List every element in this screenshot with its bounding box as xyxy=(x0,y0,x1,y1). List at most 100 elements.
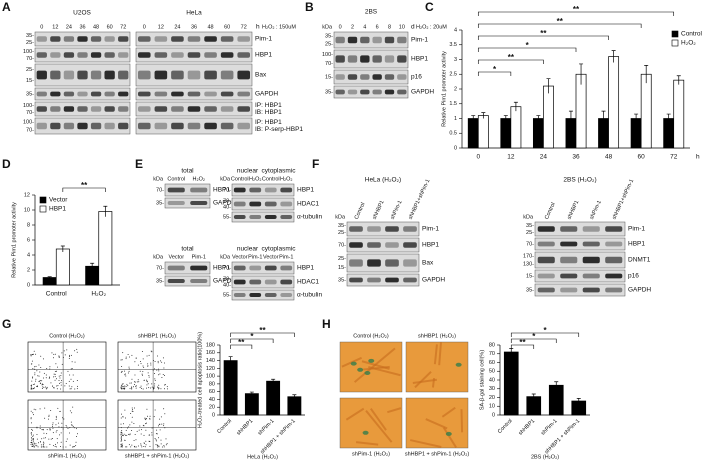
band xyxy=(90,122,102,130)
cell-streak xyxy=(460,409,464,433)
event-dot xyxy=(62,356,64,358)
blot-header: HeLa (H₂O₂) xyxy=(365,177,401,184)
band xyxy=(90,52,102,58)
band xyxy=(190,187,208,193)
event-dot xyxy=(32,443,34,445)
event-dot xyxy=(149,418,151,420)
y-tick-label: 2.5 xyxy=(449,72,457,78)
event-dot xyxy=(120,359,122,361)
event-dot xyxy=(147,363,149,365)
event-dot xyxy=(36,445,38,447)
kda-marker: 25- xyxy=(26,67,34,73)
event-dot xyxy=(124,387,126,389)
band xyxy=(233,187,246,193)
event-dot xyxy=(148,354,150,356)
cell-streak xyxy=(387,407,402,414)
event-dot xyxy=(62,417,64,419)
event-dot xyxy=(159,418,161,420)
event-dot xyxy=(70,378,72,380)
event-dot xyxy=(32,440,34,442)
error-bar xyxy=(644,65,649,84)
event-dot xyxy=(43,437,45,439)
event-dot xyxy=(75,441,77,443)
event-dot xyxy=(31,387,33,389)
event-dot xyxy=(71,386,73,388)
event-dot xyxy=(143,442,145,444)
event-dot xyxy=(141,374,143,376)
event-dot xyxy=(41,380,43,382)
event-dot xyxy=(131,378,133,380)
kda-marker: 70- xyxy=(223,198,231,204)
event-dot xyxy=(37,446,39,448)
event-dot xyxy=(123,433,125,435)
event-dot xyxy=(57,385,59,387)
event-dot xyxy=(53,373,55,375)
event-dot xyxy=(120,439,122,441)
event-dot xyxy=(48,438,50,440)
significance-bracket xyxy=(477,35,609,40)
band xyxy=(237,122,251,130)
event-dot xyxy=(140,443,142,445)
event-dot xyxy=(132,410,134,412)
band xyxy=(220,52,234,58)
event-dot xyxy=(76,388,78,390)
y-axis-label: Relative Pim1 promoter activity xyxy=(441,51,447,127)
event-dot xyxy=(133,445,135,447)
event-dot xyxy=(159,373,161,375)
event-dot xyxy=(155,444,157,446)
row-label: Pim-1 xyxy=(422,226,439,233)
event-dot xyxy=(157,355,159,357)
event-dot xyxy=(61,422,63,424)
event-dot xyxy=(141,350,143,352)
band xyxy=(537,273,555,279)
event-dot xyxy=(55,415,57,417)
event-dot xyxy=(72,425,74,427)
blot-strip xyxy=(164,197,211,209)
y-tick-label: 20 xyxy=(209,405,215,411)
band xyxy=(384,74,395,80)
event-dot xyxy=(41,429,43,431)
y-tick-label: 100 xyxy=(206,374,215,380)
band xyxy=(372,74,382,80)
event-dot xyxy=(137,379,139,381)
kda-marker: 35- xyxy=(526,287,534,293)
event-dot xyxy=(50,382,52,384)
band xyxy=(560,273,578,279)
event-dot xyxy=(120,435,122,437)
event-dot xyxy=(121,359,123,361)
band xyxy=(36,70,47,80)
band xyxy=(360,89,370,95)
error-bar xyxy=(481,112,486,119)
error-bar xyxy=(568,110,573,126)
event-dot xyxy=(60,380,62,382)
event-dot xyxy=(69,354,71,356)
lane-label: shPim-1 xyxy=(589,200,603,221)
event-dot xyxy=(67,427,69,429)
band xyxy=(347,74,358,80)
y-tick-label: 4 xyxy=(27,252,30,258)
kda-marker: 40- xyxy=(223,282,231,288)
event-dot xyxy=(134,361,136,363)
event-dot xyxy=(133,440,135,442)
band xyxy=(63,122,75,130)
band xyxy=(249,265,262,271)
kda-marker: 35- xyxy=(26,33,34,39)
band xyxy=(397,89,407,95)
band xyxy=(582,241,600,247)
band xyxy=(167,265,185,271)
event-dot xyxy=(154,409,156,411)
bar xyxy=(640,73,652,149)
significance-label: ** xyxy=(508,53,515,62)
band xyxy=(36,36,47,42)
event-dot xyxy=(139,361,141,363)
band xyxy=(249,279,262,285)
band xyxy=(167,187,185,193)
event-dot xyxy=(58,380,60,382)
event-dot xyxy=(36,427,38,429)
event-dot xyxy=(56,388,58,390)
band xyxy=(77,36,88,42)
event-dot xyxy=(76,348,78,350)
event-dot xyxy=(157,386,159,388)
lane-label: shHBP1 xyxy=(372,200,386,221)
event-dot xyxy=(42,429,44,431)
